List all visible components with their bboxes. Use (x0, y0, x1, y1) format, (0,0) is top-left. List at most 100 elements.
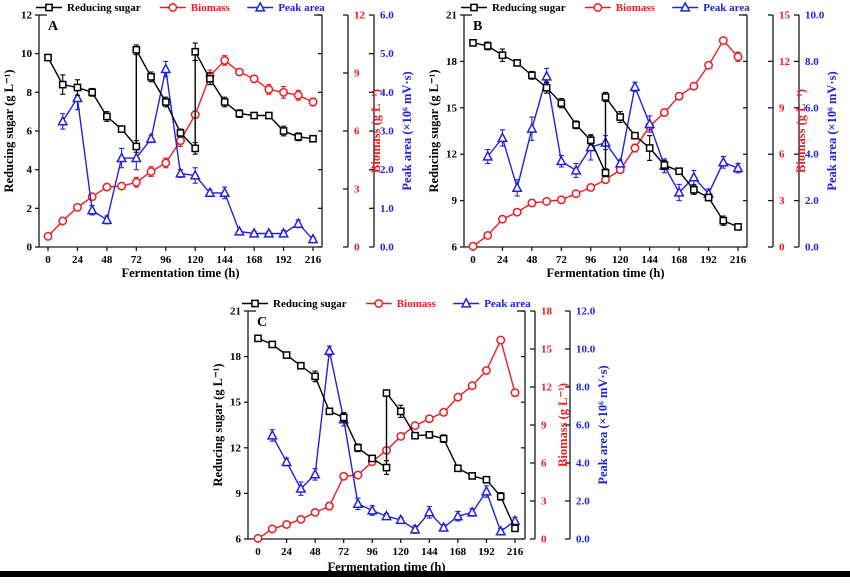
biomass-axis-tick-label: 15 (541, 344, 553, 356)
legend-label-reducing_sugar: Reducing sugar (492, 2, 566, 14)
triangle-marker (248, 227, 260, 238)
circle-marker (674, 91, 684, 101)
circle-marker (176, 136, 185, 146)
square-marker (470, 3, 478, 12)
circle-marker (374, 299, 384, 308)
circle-marker (586, 183, 596, 192)
left-axis-tick-label: 9 (452, 195, 458, 207)
square-marker (191, 47, 200, 56)
x-axis-tick-label: 216 (305, 254, 322, 266)
biomass-axis-tick-label: 0 (354, 242, 360, 254)
square-marker (675, 167, 683, 176)
axes-frame (244, 310, 571, 543)
square-marker (294, 132, 303, 141)
triangle-marker (189, 169, 201, 180)
square-marker (660, 161, 669, 169)
legend-label-peak_area: Peak area (484, 298, 531, 310)
square-marker (264, 111, 273, 120)
triangle-marker (732, 161, 744, 173)
square-marker (311, 372, 319, 381)
x-axis-tick-label: 120 (187, 254, 204, 266)
biomass-axis-tick-label: 9 (541, 420, 547, 432)
square-marker (58, 80, 67, 89)
square-marker (73, 83, 82, 92)
legend-item-reducing_sugar: Reducing sugar (461, 2, 566, 14)
circle-marker (630, 143, 640, 153)
peak-area-axis-tick-label: 8.0 (805, 56, 819, 68)
square-marker (511, 524, 519, 533)
left-axis-tick-label: 6 (236, 534, 242, 546)
peak_area-line (62, 68, 314, 240)
square-marker (439, 434, 448, 443)
left-axis-title: Reducing sugar (g L⁻¹) (211, 364, 225, 487)
left-axis-tick-label: 2 (27, 203, 33, 215)
square-marker (483, 42, 492, 50)
circle-marker (279, 87, 289, 97)
triangle-marker (381, 509, 392, 521)
triangle-marker (160, 62, 172, 74)
left-axis-tick-label: 9 (236, 488, 242, 500)
biomass-axis-tick-label: 9 (779, 102, 785, 114)
series-reducing_sugar (44, 42, 317, 155)
triangle-marker (395, 513, 407, 525)
left-axis-tick-label: 6 (452, 242, 458, 254)
reducing_sugar-line (472, 42, 739, 228)
biomass-axis-tick-label: 6 (779, 149, 785, 161)
x-axis-tick-label: 216 (507, 546, 524, 558)
triangle-marker (438, 521, 450, 532)
circle-marker (512, 207, 522, 217)
peak-area-axis-tick-label: 5.0 (380, 48, 394, 60)
biomass-axis-title: Biomass (g L⁻¹) (556, 383, 570, 467)
left-axis-tick-label: 8 (27, 87, 33, 99)
circle-marker (253, 533, 263, 543)
square-marker (309, 134, 317, 143)
biomass-axis-tick-label: 0 (779, 242, 785, 254)
peak-area-axis-tick-label: 1.0 (380, 203, 394, 215)
square-marker (572, 120, 580, 129)
triangle-marker (130, 151, 142, 163)
legend-item-peak_area: Peak area (453, 297, 531, 310)
triangle-marker (86, 204, 98, 215)
x-axis-tick-label: 168 (450, 546, 467, 558)
series-peak_area (482, 67, 744, 202)
triangle-marker (688, 171, 700, 182)
legend-label-biomass: Biomass (616, 2, 656, 14)
panel-c-chart: 6 9 12 15 18 21 0 24 48 72 96 120 144 168 192 216 Fermen… (180, 292, 680, 584)
x-axis-title: Fermentation time (h) (327, 560, 445, 574)
square-marker (528, 71, 536, 80)
series-biomass (43, 55, 318, 241)
left-axis-tick-label: 21 (446, 10, 457, 22)
triangle-marker (526, 122, 538, 133)
circle-marker (353, 470, 363, 480)
triangle-marker (72, 91, 83, 103)
reducing_sugar-line (257, 337, 516, 529)
square-marker (616, 113, 625, 121)
x-axis-tick-label: 96 (160, 254, 172, 266)
peak-area-axis-tick-label: 6.0 (380, 10, 394, 22)
peak-area-axis-title: Peak area (×10⁶ mV·s) (825, 71, 839, 190)
panel-letter: C (257, 315, 267, 330)
circle-marker (510, 388, 520, 398)
x-axis-tick-label: 144 (216, 254, 233, 266)
triangle-marker (57, 115, 69, 126)
x-axis-tick-label: 216 (730, 254, 747, 266)
circle-marker (497, 214, 507, 224)
x-axis-tick-label: 0 (45, 254, 51, 266)
circle-marker (481, 366, 491, 375)
triangle-marker (175, 167, 186, 178)
peak-area-axis-tick-label: 2.0 (380, 164, 394, 176)
triangle-marker (717, 156, 729, 167)
square-marker (557, 99, 566, 108)
circle-marker (161, 158, 171, 168)
square-marker (235, 109, 244, 118)
peak-area-axis-tick-label: 8.0 (576, 382, 590, 394)
peak-area-axis-tick-label: 6.0 (576, 420, 590, 432)
legend-item-biomass: Biomass (584, 2, 656, 14)
triangle-marker (307, 233, 319, 244)
square-marker (542, 83, 551, 92)
square-marker (601, 168, 610, 177)
circle-marker (102, 182, 112, 192)
square-marker (206, 74, 214, 83)
circle-marker (483, 230, 493, 240)
triangle-marker (466, 506, 478, 517)
